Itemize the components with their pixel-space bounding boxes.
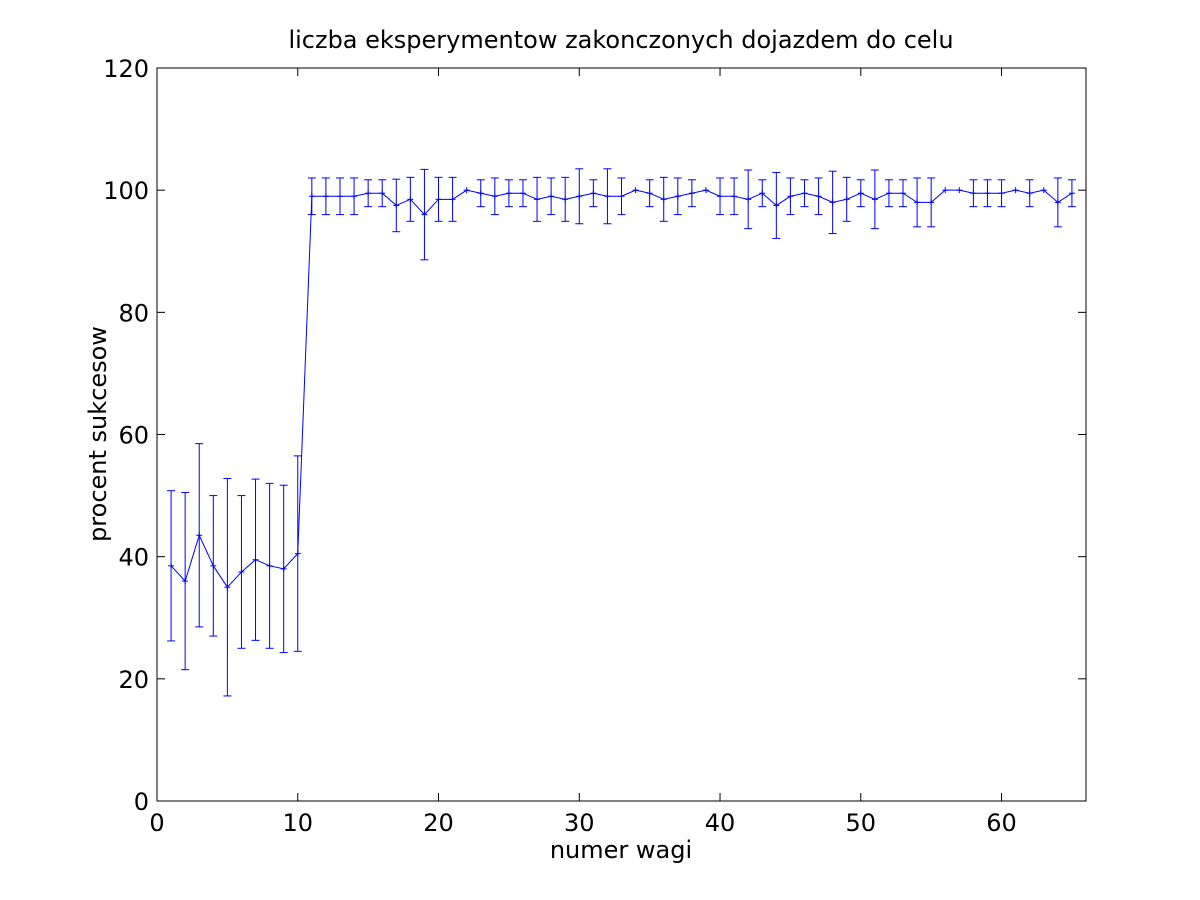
- data-point: [323, 193, 329, 199]
- data-point: [787, 193, 793, 199]
- data-point: [1069, 190, 1075, 196]
- data-point: [210, 563, 216, 569]
- data-point: [548, 193, 554, 199]
- data-point: [647, 190, 653, 196]
- data-point: [365, 190, 371, 196]
- data-point: [478, 190, 484, 196]
- data-point: [520, 190, 526, 196]
- error-bars: [167, 169, 1076, 696]
- y-tick-label: 120: [103, 55, 149, 83]
- x-tick-label: 20: [423, 809, 454, 837]
- data-point: [999, 190, 1005, 196]
- data-point: [689, 190, 695, 196]
- data-point: [492, 193, 498, 199]
- data-point: [464, 187, 470, 193]
- y-tick-label: 0: [134, 788, 149, 816]
- data-point: [844, 196, 850, 202]
- y-tick-label: 100: [103, 177, 149, 205]
- data-point: [633, 187, 639, 193]
- x-axis: 0 10 20 30 40 50 60: [149, 68, 1016, 837]
- x-tick-label: 60: [986, 809, 1017, 837]
- data-point: [590, 190, 596, 196]
- y-tick-label: 40: [118, 544, 149, 572]
- data-point: [1013, 187, 1019, 193]
- data-point: [886, 190, 892, 196]
- data-point: [309, 193, 315, 199]
- x-tick-label: 0: [149, 809, 164, 837]
- data-point: [914, 199, 920, 205]
- data-point: [830, 199, 836, 205]
- data-point: [731, 193, 737, 199]
- data-point: [534, 196, 540, 202]
- data-point: [196, 532, 202, 538]
- y-axis: 0 20 40 60 80 100 120: [103, 55, 1086, 816]
- data-point: [1027, 190, 1033, 196]
- x-tick-label: 10: [282, 809, 313, 837]
- data-point: [450, 196, 456, 202]
- x-axis-label: numer wagi: [550, 836, 692, 864]
- y-axis-label: procent sukcesow: [84, 326, 112, 542]
- y-tick-label: 20: [118, 666, 149, 694]
- x-tick-label: 30: [564, 809, 595, 837]
- data-point: [337, 193, 343, 199]
- x-tick-label: 40: [705, 809, 736, 837]
- data-point: [604, 193, 610, 199]
- data-point: [984, 190, 990, 196]
- data-point: [661, 196, 667, 202]
- data-point: [506, 190, 512, 196]
- data-point: [872, 196, 878, 202]
- data-point: [970, 190, 976, 196]
- data-point: [703, 187, 709, 193]
- data-point: [267, 563, 273, 569]
- data-point: [816, 193, 822, 199]
- data-point: [858, 190, 864, 196]
- data-point: [675, 193, 681, 199]
- data-point: [576, 193, 582, 199]
- data-point: [745, 196, 751, 202]
- data-point: [900, 190, 906, 196]
- series-line: [171, 190, 1072, 587]
- data-point: [562, 196, 568, 202]
- data-point: [801, 190, 807, 196]
- data-point: [956, 187, 962, 193]
- y-tick-label: 60: [118, 422, 149, 450]
- data-point: [351, 193, 357, 199]
- y-tick-label: 80: [118, 299, 149, 327]
- data-point: [717, 193, 723, 199]
- x-tick-label: 50: [846, 809, 877, 837]
- data-point: [619, 193, 625, 199]
- chart-title: liczba eksperymentow zakonczonych dojazd…: [288, 26, 953, 54]
